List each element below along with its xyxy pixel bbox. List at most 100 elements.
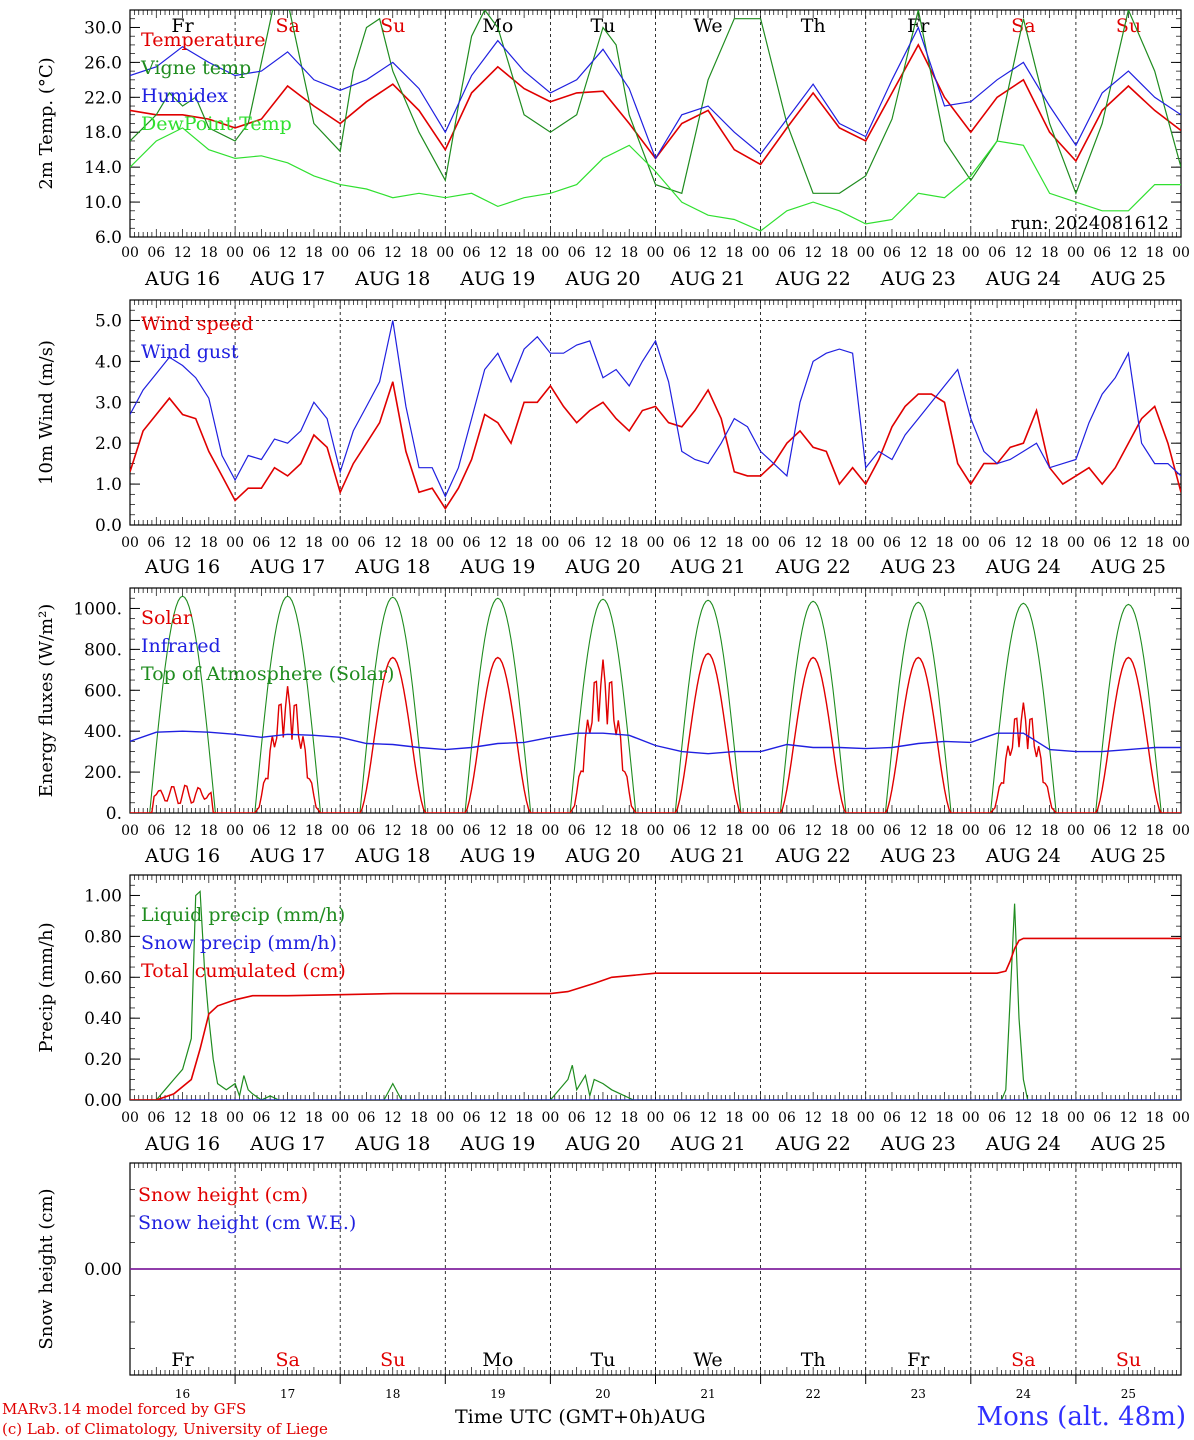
hour-tick-label: 12 [489,823,507,839]
hour-tick-label: 06 [147,535,165,551]
legend-entry: Vigne temp [140,57,251,79]
day-number-label: 20 [595,1387,610,1401]
hour-tick-label: 00 [857,535,875,551]
date-label: AUG 18 [354,845,430,867]
hour-tick-label: 00 [1172,823,1190,839]
day-number-label: 24 [1016,1387,1032,1401]
hour-tick-label: 00 [226,1110,244,1126]
hour-tick-label: 00 [1067,1110,1085,1126]
date-label: AUG 22 [775,268,851,290]
hour-tick-label: 12 [594,535,612,551]
day-number-label: 23 [911,1387,926,1401]
hour-tick-label: 00 [331,535,349,551]
hour-tick-label: 00 [226,535,244,551]
legend-entry: Snow precip (mm/h) [141,932,337,954]
hour-tick-label: 18 [515,245,533,261]
hour-tick-label: 18 [200,245,218,261]
hour-tick-label: 18 [936,245,954,261]
weekday-label: Su [380,1349,405,1371]
hour-tick-label: 00 [121,1110,139,1126]
series-line-1 [130,10,1181,196]
hour-tick-label: 12 [699,245,717,261]
hour-tick-label: 12 [489,245,507,261]
hour-tick-label: 00 [121,535,139,551]
day-number-label: 21 [700,1387,715,1401]
hour-tick-label: 06 [673,823,691,839]
hour-tick-label: 00 [1172,535,1190,551]
weekday-label: Fr [171,15,194,37]
hour-tick-label: 18 [1146,1110,1164,1126]
hour-tick-label: 12 [384,823,402,839]
hour-tick-label: 06 [1093,535,1111,551]
hour-tick-label: 00 [1067,535,1085,551]
hour-tick-label: 12 [909,245,927,261]
date-label: AUG 20 [564,845,640,867]
hour-tick-label: 00 [226,245,244,261]
hour-tick-label: 12 [384,1110,402,1126]
weekday-label: Su [1116,1349,1141,1371]
y-tick-label: 800. [84,640,122,660]
weekday-label: Tu [590,15,615,37]
legend-entry: Humidex [141,85,228,107]
x-axis-month: AUG [660,1406,706,1428]
y-tick-label: 0.00 [84,1260,122,1280]
hour-tick-label: 18 [620,535,638,551]
series-line-2 [130,25,1181,160]
hour-tick-label: 18 [1041,245,1059,261]
hour-tick-label: 18 [1041,535,1059,551]
hour-tick-label: 00 [752,245,770,261]
date-label: AUG 23 [880,556,956,578]
date-label: AUG 25 [1090,268,1166,290]
legend-entry: Snow height (cm W.E.) [138,1212,356,1234]
hour-tick-label: 12 [489,1110,507,1126]
hour-tick-label: 18 [1146,535,1164,551]
date-label: AUG 19 [459,1133,535,1155]
hour-tick-label: 18 [305,245,323,261]
hour-tick-label: 06 [252,823,270,839]
hour-tick-label: 18 [936,1110,954,1126]
hour-tick-label: 12 [594,823,612,839]
date-label: AUG 24 [985,845,1061,867]
day-number-label: 18 [385,1387,400,1401]
hour-tick-label: 18 [515,1110,533,1126]
run-label: run: 2024081612 [1011,213,1169,234]
date-label: AUG 21 [669,1133,745,1155]
date-label: AUG 18 [354,556,430,578]
hour-tick-label: 06 [778,823,796,839]
x-axis-label: Time UTC (GMT+0h)AUG [455,1406,706,1428]
series-line-3 [130,127,1181,232]
y-axis-label: Energy fluxes (W/m²) [36,604,57,798]
hour-tick-label: 18 [620,245,638,261]
weekday-label: Fr [907,1349,930,1371]
hour-tick-label: 18 [725,245,743,261]
hour-tick-label: 00 [331,1110,349,1126]
hour-tick-label: 06 [778,535,796,551]
panel-5: 0.00 Snow height (cm) Fr 16 Sa 17 Su 18 Mo 19 Tu 20… [36,1162,1182,1401]
y-tick-label: 30.0 [84,18,122,38]
hour-tick-label: 06 [883,1110,901,1126]
weekday-label: Fr [171,1349,194,1371]
hour-tick-label: 06 [673,1110,691,1126]
date-label: AUG 22 [775,845,851,867]
hour-tick-label: 06 [988,1110,1006,1126]
date-label: AUG 21 [669,845,745,867]
y-tick-label: 0.60 [84,968,122,988]
hour-tick-label: 12 [1120,823,1138,839]
y-axis-label: 10m Wind (m/s) [36,340,57,485]
hour-tick-label: 06 [147,245,165,261]
date-label: AUG 23 [880,1133,956,1155]
hour-tick-label: 18 [200,823,218,839]
hour-tick-label: 00 [226,823,244,839]
hour-tick-label: 00 [857,245,875,261]
date-label: AUG 16 [144,1133,220,1155]
hour-tick-label: 00 [436,1110,454,1126]
hour-tick-label: 18 [305,535,323,551]
hour-tick-label: 18 [515,823,533,839]
hour-tick-label: 18 [1146,245,1164,261]
panel-1: 6.0 10.0 14.0 18.0 22.0 26.0 30.0 2m Temp. (°C)… [36,9,1190,290]
hour-tick-label: 06 [463,823,481,839]
weekday-label: Mo [482,15,513,37]
date-label: AUG 19 [459,845,535,867]
hour-tick-label: 00 [857,823,875,839]
hour-tick-label: 06 [568,823,586,839]
